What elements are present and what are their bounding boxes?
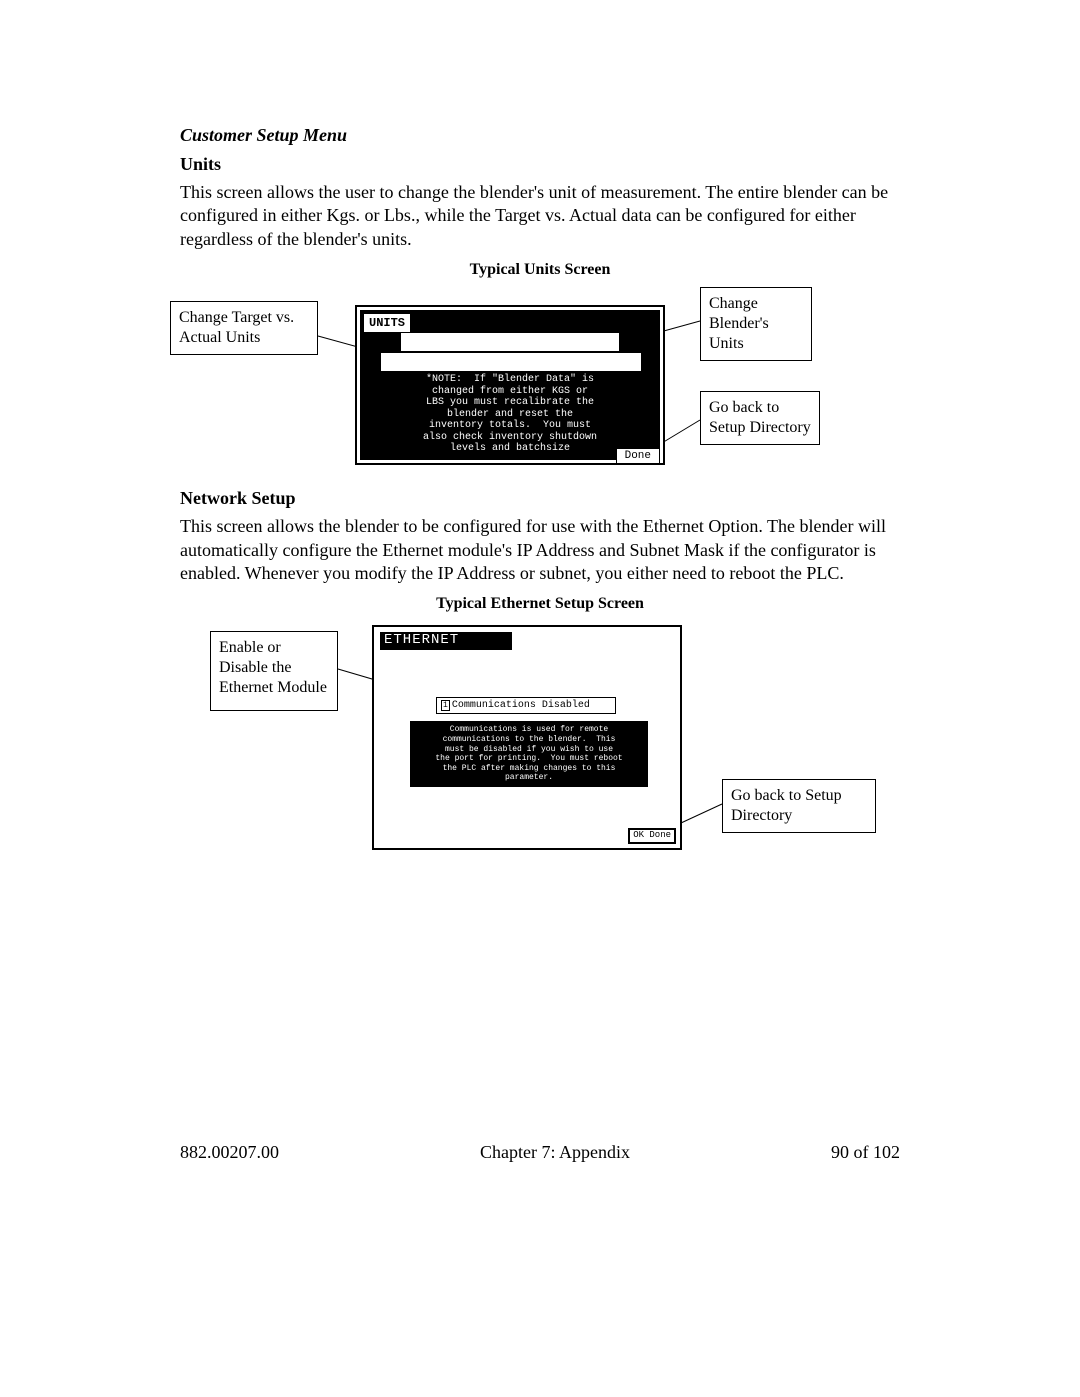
units-figure: Change Target vs. Actual Units Change Bl… [180, 285, 900, 470]
network-caption: Typical Ethernet Setup Screen [180, 595, 900, 613]
blender-data-button[interactable]: Blender Data in Kgs. [400, 332, 620, 352]
display-target-actual-button[interactable]: Display Target/Actual in Lbs. [380, 352, 642, 372]
network-body-text: This screen allows the blender to be con… [180, 515, 900, 585]
units-screen-note: *NOTE: If "Blender Data" is changed from… [370, 374, 650, 455]
communications-disabled-button[interactable]: 11Communications DisabledCommunications … [436, 697, 616, 714]
ethernet-title-bar: ETHERNET SETUP [380, 632, 512, 650]
footer-doc-number: 882.00207.00 [180, 1142, 279, 1163]
units-body-text: This screen allows the user to change th… [180, 181, 900, 251]
footer-chapter: Chapter 7: Appendix [480, 1142, 630, 1163]
section-title: Customer Setup Menu [180, 125, 900, 146]
units-caption: Typical Units Screen [180, 261, 900, 279]
page-footer: 882.00207.00 Chapter 7: Appendix 90 of 1… [180, 1142, 900, 1163]
units-screen-header-bar: UNITS Blender Data in Kgs. Display Targe… [360, 310, 660, 460]
ethernet-screen-note: Communications is used for remote commun… [410, 721, 648, 787]
ethernet-screen-title: ETHERNET SETUP [384, 632, 512, 665]
ethernet-screen: ETHERNET SETUP 11Communications Disabled… [372, 625, 682, 850]
network-heading: Network Setup [180, 488, 900, 509]
units-screen-title: UNITS [364, 314, 410, 332]
ethernet-figure: Enable or Disable the Ethernet Module Go… [180, 619, 900, 859]
footer-page-number: 90 of 102 [831, 1142, 900, 1163]
ok-done-button[interactable]: OK Done [628, 828, 676, 844]
units-screen: UNITS Blender Data in Kgs. Display Targe… [355, 305, 665, 465]
units-heading: Units [180, 154, 900, 175]
done-button[interactable]: Done [616, 448, 660, 464]
